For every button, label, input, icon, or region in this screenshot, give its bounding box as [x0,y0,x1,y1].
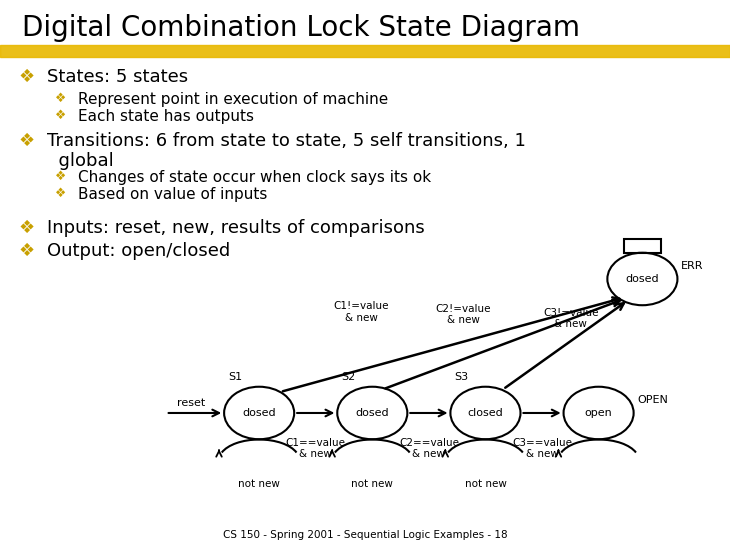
Text: reset: reset [177,398,205,408]
Text: S2: S2 [341,373,356,382]
Text: ❖: ❖ [18,242,34,260]
Text: ❖: ❖ [18,132,34,150]
Text: C2==value
& new: C2==value & new [399,438,459,459]
Text: open: open [585,408,612,418]
Text: ❖: ❖ [18,68,34,86]
Text: not new: not new [351,479,393,489]
Text: S3: S3 [454,373,468,382]
Text: Inputs: reset, new, results of comparisons: Inputs: reset, new, results of compariso… [47,219,425,237]
Text: not new: not new [464,479,507,489]
Text: Represent point in execution of machine: Represent point in execution of machine [78,92,388,107]
Text: C1!=value
& new: C1!=value & new [334,301,389,323]
Text: dosed: dosed [242,408,276,418]
Text: Each state has outputs: Each state has outputs [78,109,254,124]
Text: S1: S1 [228,373,242,382]
Text: Based on value of inputs: Based on value of inputs [78,187,267,202]
Text: C3==value
& new: C3==value & new [512,438,572,459]
Text: dosed: dosed [626,274,659,284]
Text: global: global [47,152,114,170]
Bar [624,239,661,253]
Text: C2!=value
& new: C2!=value & new [436,304,491,325]
Text: C3!=value
& new: C3!=value & new [543,307,599,329]
Text: OPEN: OPEN [637,395,668,405]
Text: Digital Combination Lock State Diagram: Digital Combination Lock State Diagram [22,14,580,42]
Text: not new: not new [238,479,280,489]
Text: States: 5 states: States: 5 states [47,68,188,86]
Text: ERR: ERR [681,261,704,271]
Text: Output: open/closed: Output: open/closed [47,242,231,260]
Bar [0,45,730,57]
Text: dosed: dosed [356,408,389,418]
Text: ❖: ❖ [55,92,66,105]
Text: Changes of state occur when clock says its ok: Changes of state occur when clock says i… [78,170,431,184]
Text: ❖: ❖ [18,219,34,237]
Text: ❖: ❖ [55,170,66,183]
Text: CS 150 - Spring 2001 - Sequential Logic Examples - 18: CS 150 - Spring 2001 - Sequential Logic … [223,531,507,540]
Text: ❖: ❖ [55,187,66,200]
Text: C1==value
& new: C1==value & new [285,438,346,459]
Text: closed: closed [468,408,503,418]
Text: ❖: ❖ [55,109,66,123]
Text: Transitions: 6 from state to state, 5 self transitions, 1: Transitions: 6 from state to state, 5 se… [47,132,526,150]
